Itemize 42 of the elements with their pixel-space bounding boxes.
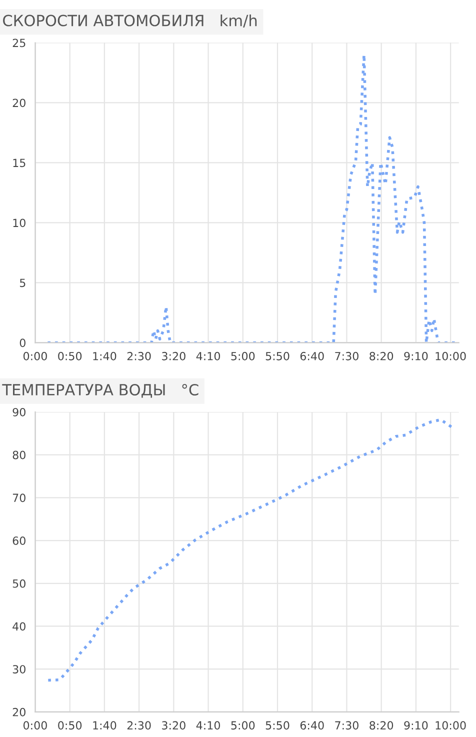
x-tick-label: 5:00 [231, 352, 255, 360]
x-tick-label: 5:00 [231, 721, 255, 730]
x-tick-label: 2:30 [127, 721, 151, 730]
x-tick-label: 0:50 [58, 352, 82, 360]
y-tick-label: 25 [12, 38, 26, 48]
x-tick-label: 9:10 [404, 721, 428, 730]
x-tick-label: 2:30 [127, 352, 151, 360]
y-tick-label: 15 [13, 158, 26, 168]
y-tick-label: 0 [20, 338, 26, 348]
x-tick-label: 6:40 [300, 352, 324, 360]
y-tick-label: 50 [12, 579, 26, 588]
y-tick-label: 10 [13, 218, 26, 228]
y-tick-label: 60 [12, 536, 26, 545]
chart-title: ТЕМПЕРАТУРА ВОДЫ °C [2, 384, 198, 398]
y-tick-label: 40 [12, 622, 26, 631]
x-tick-label: 7:30 [335, 721, 358, 730]
y-tick-label: 20 [12, 98, 26, 108]
x-tick-label: 0:50 [58, 721, 82, 730]
x-tick-label: 3:20 [162, 352, 186, 360]
x-tick-label: 10:00 [436, 352, 466, 360]
y-tick-label: 5 [20, 278, 26, 288]
y-tick-label: 90 [12, 408, 26, 416]
x-tick-label: 7:30 [335, 352, 358, 360]
x-tick-label: 5:50 [266, 352, 290, 360]
y-tick-label: 30 [12, 665, 26, 674]
y-tick-label: 70 [12, 494, 26, 502]
x-tick-label: 8:20 [370, 721, 394, 730]
x-tick-label: 1:40 [93, 721, 116, 730]
y-tick-label: 80 [12, 450, 26, 460]
x-tick-label: 10:00 [436, 721, 466, 730]
x-tick-label: 4:10 [196, 721, 220, 730]
x-tick-label: 5:50 [266, 721, 290, 730]
x-tick-label: 4:10 [196, 352, 220, 360]
chart-title: СКОРОСТИ АВТОМОБИЛЯ km/h [3, 14, 257, 28]
y-tick-label: 20 [12, 708, 26, 716]
x-tick-label: 3:20 [162, 721, 186, 730]
x-tick-label: 6:40 [300, 721, 324, 730]
x-tick-label: 1:40 [93, 352, 116, 360]
x-tick-label: 8:20 [370, 352, 394, 360]
x-tick-label: 0:00 [23, 721, 47, 730]
x-tick-label: 9:10 [404, 352, 428, 360]
x-tick-label: 0:00 [23, 352, 47, 360]
